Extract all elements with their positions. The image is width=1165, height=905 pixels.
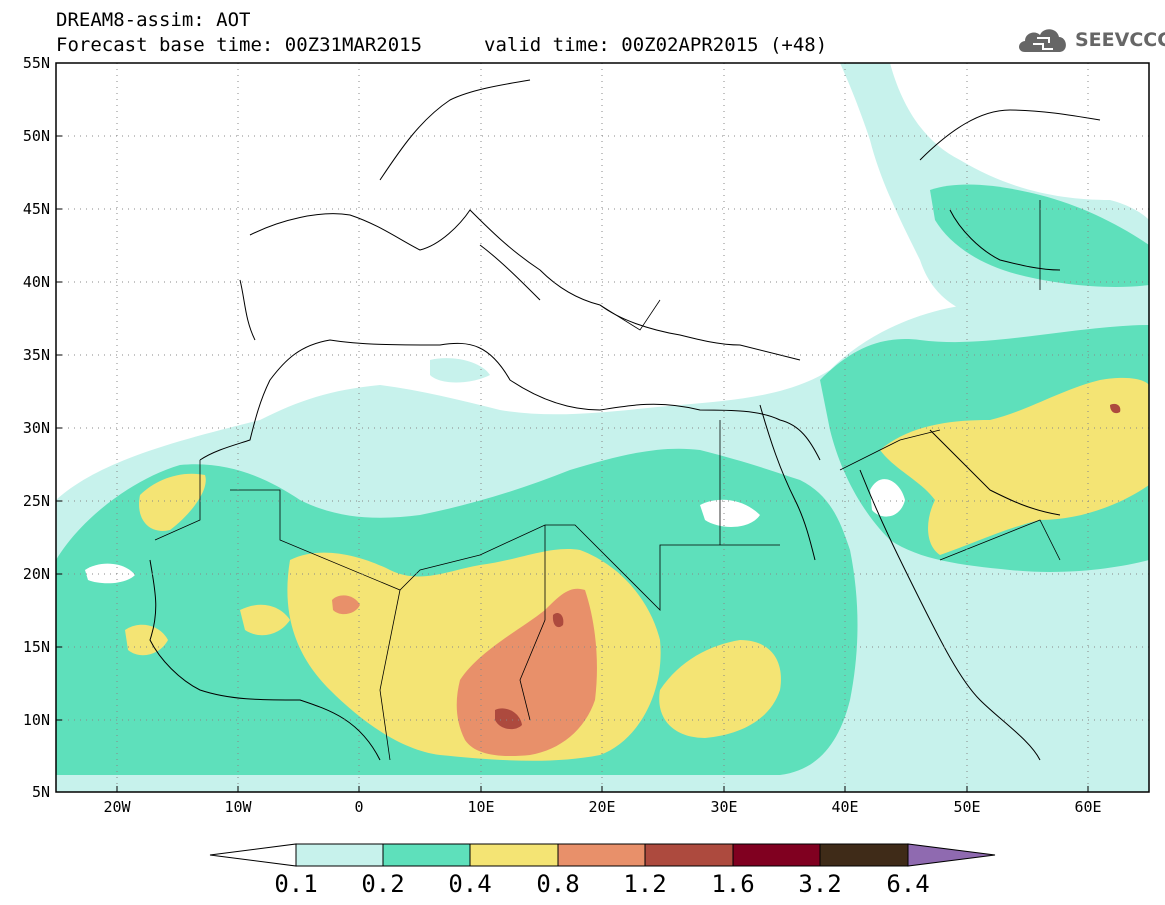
lat-label: 30N <box>23 419 50 437</box>
lat-label: 15N <box>23 638 50 656</box>
lat-label: 50N <box>23 127 50 145</box>
colorbar-label: 0.8 <box>536 870 579 898</box>
colorbar-label: 0.4 <box>448 870 491 898</box>
lat-label: 45N <box>23 200 50 218</box>
seevccc-logo: SEEVCCC <box>1015 22 1165 58</box>
tick-marks <box>56 62 1089 793</box>
lat-label: 25N <box>23 492 50 510</box>
lon-label: 40E <box>831 798 858 816</box>
colorbar-label: 3.2 <box>798 870 841 898</box>
colorbar <box>209 843 996 867</box>
lon-label: 50E <box>953 798 980 816</box>
colorbar-swatch <box>732 843 821 867</box>
logo-text: SEEVCCC <box>1075 29 1165 51</box>
lat-label: 55N <box>23 54 50 72</box>
gridlines <box>56 63 1149 792</box>
lon-label: 20W <box>103 798 131 816</box>
colorbar-low-arrow <box>209 843 297 867</box>
colorbar-swatch <box>469 843 559 867</box>
aot-contour-0-8 <box>332 588 597 757</box>
colorbar-label: 1.2 <box>623 870 666 898</box>
lon-label: 60E <box>1074 798 1101 816</box>
colorbar-swatch <box>382 843 471 867</box>
lat-label: 35N <box>23 346 50 364</box>
colorbar-high-arrow <box>907 843 996 867</box>
colorbar-label: 1.6 <box>711 870 754 898</box>
forecast-base-time: Forecast base time: 00Z31MAR2015 <box>56 34 423 56</box>
lat-label: 5N <box>32 783 50 801</box>
aot-contour-1-2 <box>495 403 1121 730</box>
colorbar-labels: 0.1 0.2 0.4 0.8 1.2 1.6 3.2 6.4 <box>274 870 929 898</box>
lon-label: 0 <box>354 798 363 816</box>
colorbar-label: 6.4 <box>886 870 929 898</box>
lon-label: 20E <box>588 798 615 816</box>
coastlines <box>149 79 1101 761</box>
colorbar-label: 0.2 <box>361 870 404 898</box>
colorbar-label: 0.1 <box>274 870 317 898</box>
lat-label: 20N <box>23 565 50 583</box>
colorbar-swatch <box>295 843 384 867</box>
longitude-labels: 20W 10W 0 10E 20E 30E 40E 50E 60E <box>103 798 1101 816</box>
lat-label: 40N <box>23 273 50 291</box>
lon-label: 10E <box>467 798 494 816</box>
cloud-icon <box>1019 29 1066 52</box>
colorbar-swatch <box>819 843 909 867</box>
valid-time: valid time: 00Z02APR2015 (+48) <box>484 34 828 56</box>
lon-label: 30E <box>710 798 737 816</box>
country-borders <box>154 200 1061 761</box>
latitude-labels: 55N 50N 45N 40N 35N 30N 25N 20N 15N 10N … <box>23 54 50 801</box>
map-title: DREAM8-assim: AOT <box>56 9 251 31</box>
map-area[interactable] <box>56 63 1149 792</box>
lat-label: 10N <box>23 711 50 729</box>
aot-clear-patches <box>85 479 905 584</box>
colorbar-swatch <box>557 843 646 867</box>
lon-label: 10W <box>224 798 252 816</box>
colorbar-swatch <box>644 843 734 867</box>
